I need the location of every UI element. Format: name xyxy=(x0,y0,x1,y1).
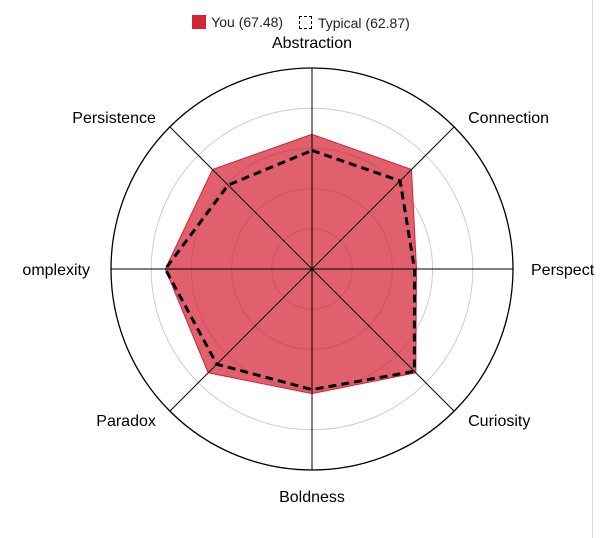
axis-label-paradox: Paradox xyxy=(96,413,156,430)
page-edge-divider xyxy=(592,0,593,538)
axis-spoke xyxy=(169,268,313,412)
series-typical-outline xyxy=(163,148,417,392)
axis-label-perspect: Perspect xyxy=(531,262,595,279)
legend-item-you[interactable]: You (67.48) xyxy=(192,14,283,30)
axis-label-connection: Connection xyxy=(468,110,549,127)
legend-label-you: You (67.48) xyxy=(211,14,284,30)
axis-label-complexity: omplexity xyxy=(22,262,90,279)
axis-spoke xyxy=(311,268,455,412)
outer-circle xyxy=(110,67,514,471)
legend-swatch-typical xyxy=(298,16,312,29)
legend: You (67.48) Typical (62.87) xyxy=(0,14,602,32)
axis-label-abstraction: Abstraction xyxy=(272,35,352,52)
legend-swatch-you xyxy=(192,15,207,29)
axis-spoke xyxy=(311,126,455,270)
legend-item-typical[interactable]: Typical (62.87) xyxy=(298,14,410,31)
legend-label-typical: Typical (62.87) xyxy=(317,14,410,31)
axis-spoke xyxy=(169,126,313,270)
axis-label-boldness: Boldness xyxy=(279,489,345,506)
axis-label-persistence: Persistence xyxy=(72,110,156,127)
axis-label-curiosity: Curiosity xyxy=(468,413,530,430)
